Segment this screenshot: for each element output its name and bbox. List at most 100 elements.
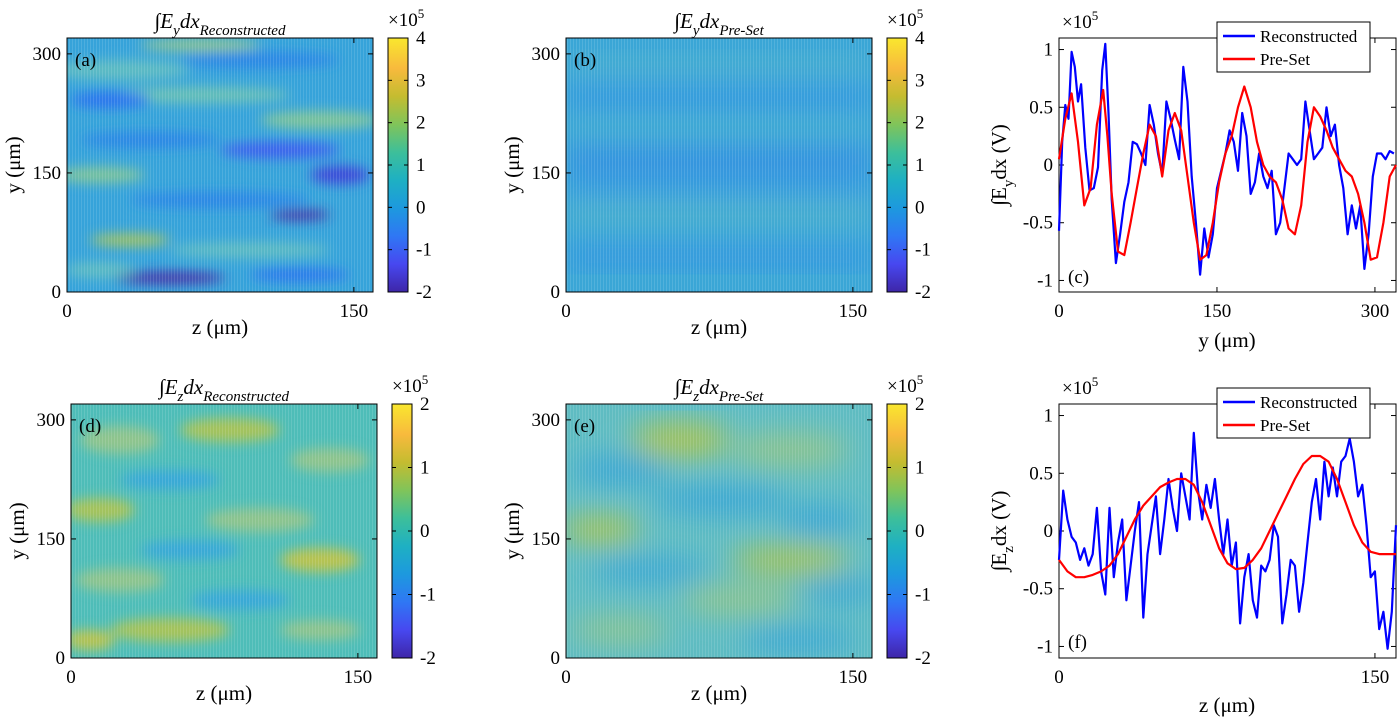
ytick-label: 1	[1044, 40, 1054, 61]
heatmap-a-xlabel: z (μm)	[192, 315, 248, 339]
xtick-label: 150	[839, 301, 868, 322]
xtick-label: 0	[561, 301, 571, 322]
panel-label-e: (e)	[574, 416, 595, 437]
ytick-label: 0	[551, 282, 561, 303]
colorbar-d-ticks: -2 -1 0 1 2	[392, 394, 436, 669]
linechart-f-xlabel: z (μm)	[1199, 693, 1255, 717]
heatmap-e-axes: 0 150 0 150 300	[532, 404, 872, 688]
panel-e: 0 150 0 150 300 -2 -1 0 1 2 ×105 ∫EzdxPre-Set (e…	[500, 372, 931, 705]
colorbar-tick-label: -2	[420, 648, 436, 669]
heatmap-d-axes: 0 150 0 150 300	[37, 404, 377, 688]
colorbar-b-multiplier: ×105	[887, 6, 923, 31]
ytick-label: -0.5	[1023, 213, 1053, 234]
legend-f-label-preset: Pre-Set	[1260, 416, 1310, 435]
linechart-c-multiplier: ×105	[1062, 8, 1098, 33]
ytick-label: 300	[37, 410, 66, 431]
heatmap-b-xlabel: z (μm)	[691, 315, 747, 339]
linechart-c-axes: 0 150 300 -1 -0.5 0 0.5 1	[1023, 38, 1396, 322]
colorbar-tick-label: 4	[416, 28, 426, 49]
xtick-label: 300	[1361, 301, 1390, 322]
ytick-label: -1	[1037, 636, 1053, 657]
panel-f: 0 150 -1 -0.5 0 0.5 1 ×105 Reconstructed Pre-S…	[987, 374, 1398, 717]
ytick-label: 0	[551, 648, 561, 669]
colorbar-tick-label: 0	[416, 197, 426, 218]
panel-d: 0 150 0 150 300 -2 -1 0 1 2 ×105 ∫EzdxReconstruc…	[5, 372, 436, 705]
xtick-label: 150	[344, 667, 373, 688]
colorbar-tick-label: -2	[416, 282, 432, 303]
colorbar-tick-label: 4	[915, 28, 925, 49]
linechart-c-legend: Reconstructed Pre-Set	[1216, 21, 1371, 73]
ytick-label: 0	[1044, 155, 1054, 176]
ytick-label: -0.5	[1023, 579, 1053, 600]
xtick-label: 0	[561, 667, 571, 688]
ytick-label: 0	[1044, 521, 1054, 542]
colorbar-tick-label: -1	[416, 240, 432, 261]
panel-a: 0 150 0 150 300 -2 -1 0 1 2 3 4 ×105 ∫EydxReconstr…	[1, 6, 432, 339]
heatmap-e-xlabel: z (μm)	[691, 681, 747, 705]
linechart-f-ylabel: ∫Ezdx (V)	[987, 491, 1017, 574]
ytick-label: 0	[52, 282, 62, 303]
heatmap-b-title: ∫EydxPre-Set	[672, 9, 764, 39]
colorbar-tick-label: -2	[915, 648, 931, 669]
ytick-label: 150	[532, 529, 561, 550]
linechart-c-series	[1057, 42, 1397, 276]
colorbar-tick-label: 1	[420, 458, 430, 479]
legend-c-label-preset: Pre-Set	[1260, 50, 1310, 69]
xtick-label: 150	[839, 667, 868, 688]
colorbar-tick-label: -2	[915, 282, 931, 303]
linechart-f-series	[1057, 431, 1398, 650]
colorbar-tick-label: 3	[416, 70, 426, 91]
linechart-c-ylabel: ∫Eydx (V)	[987, 124, 1017, 208]
xtick-label: 150	[340, 301, 369, 322]
legend-c-label-reconstructed: Reconstructed	[1260, 27, 1358, 46]
colorbar-e-multiplier: ×105	[887, 372, 923, 397]
xtick-label: 150	[1361, 667, 1390, 688]
ytick-label: 150	[33, 163, 62, 184]
ytick-label: 150	[532, 163, 561, 184]
ytick-label: 150	[37, 529, 66, 550]
colorbar-tick-label: 3	[915, 70, 925, 91]
colorbar-e-ticks: -2 -1 0 1 2	[887, 394, 931, 669]
colorbar-tick-label: 2	[416, 113, 426, 134]
heatmap-d-xlabel: z (μm)	[196, 681, 252, 705]
heatmap-a-axes: 0 150 0 150 300	[33, 38, 373, 322]
colorbar-tick-label: -1	[420, 585, 436, 606]
xtick-label: 0	[1054, 301, 1064, 322]
linechart-f-legend: Reconstructed Pre-Set	[1216, 387, 1371, 439]
colorbar-tick-label: 1	[915, 155, 925, 176]
panel-label-d: (d)	[79, 416, 101, 437]
series-line-reconstructed	[1057, 431, 1398, 650]
heatmap-d-ylabel: y (μm)	[5, 502, 29, 559]
colorbar-tick-label: 1	[915, 458, 925, 479]
xtick-label: 0	[66, 667, 76, 688]
colorbar-tick-label: 2	[420, 394, 430, 415]
panel-c: 0 150 300 -1 -0.5 0 0.5 1 ×105 Reconstructed Pr…	[987, 8, 1397, 352]
heatmap-b-ylabel: y (μm)	[500, 136, 524, 193]
colorbar-tick-label: 0	[420, 521, 430, 542]
ytick-label: 300	[532, 44, 561, 65]
heatmap-a-image	[66, 37, 374, 293]
colorbar-a-ticks: -2 -1 0 1 2 3 4	[388, 28, 432, 303]
linechart-c-xlabel: y (μm)	[1198, 328, 1255, 352]
heatmap-e-ylabel: y (μm)	[500, 502, 524, 559]
heatmap-d-title: ∫EzdxReconstructed	[157, 375, 290, 405]
panel-label-c: (c)	[1068, 267, 1089, 288]
colorbar-tick-label: 2	[915, 394, 925, 415]
ytick-label: 0	[56, 648, 66, 669]
legend-f-label-reconstructed: Reconstructed	[1260, 393, 1358, 412]
linechart-f-axes: 0 150 -1 -0.5 0 0.5 1	[1023, 404, 1396, 688]
heatmap-e-image	[565, 403, 873, 659]
ytick-label: 300	[33, 44, 62, 65]
series-line-preset	[1057, 85, 1397, 261]
colorbar-tick-label: 1	[416, 155, 426, 176]
colorbar-tick-label: -1	[915, 240, 931, 261]
ytick-label: 0.5	[1029, 463, 1053, 484]
heatmap-d-image	[70, 403, 378, 659]
series-line-preset	[1058, 454, 1396, 579]
heatmap-a-title: ∫EydxReconstructed	[153, 9, 286, 39]
heatmap-b-axes: 0 150 0 150 300	[532, 38, 872, 322]
ytick-label: 300	[532, 410, 561, 431]
xtick-label: 150	[1203, 301, 1232, 322]
colorbar-tick-label: -1	[915, 585, 931, 606]
